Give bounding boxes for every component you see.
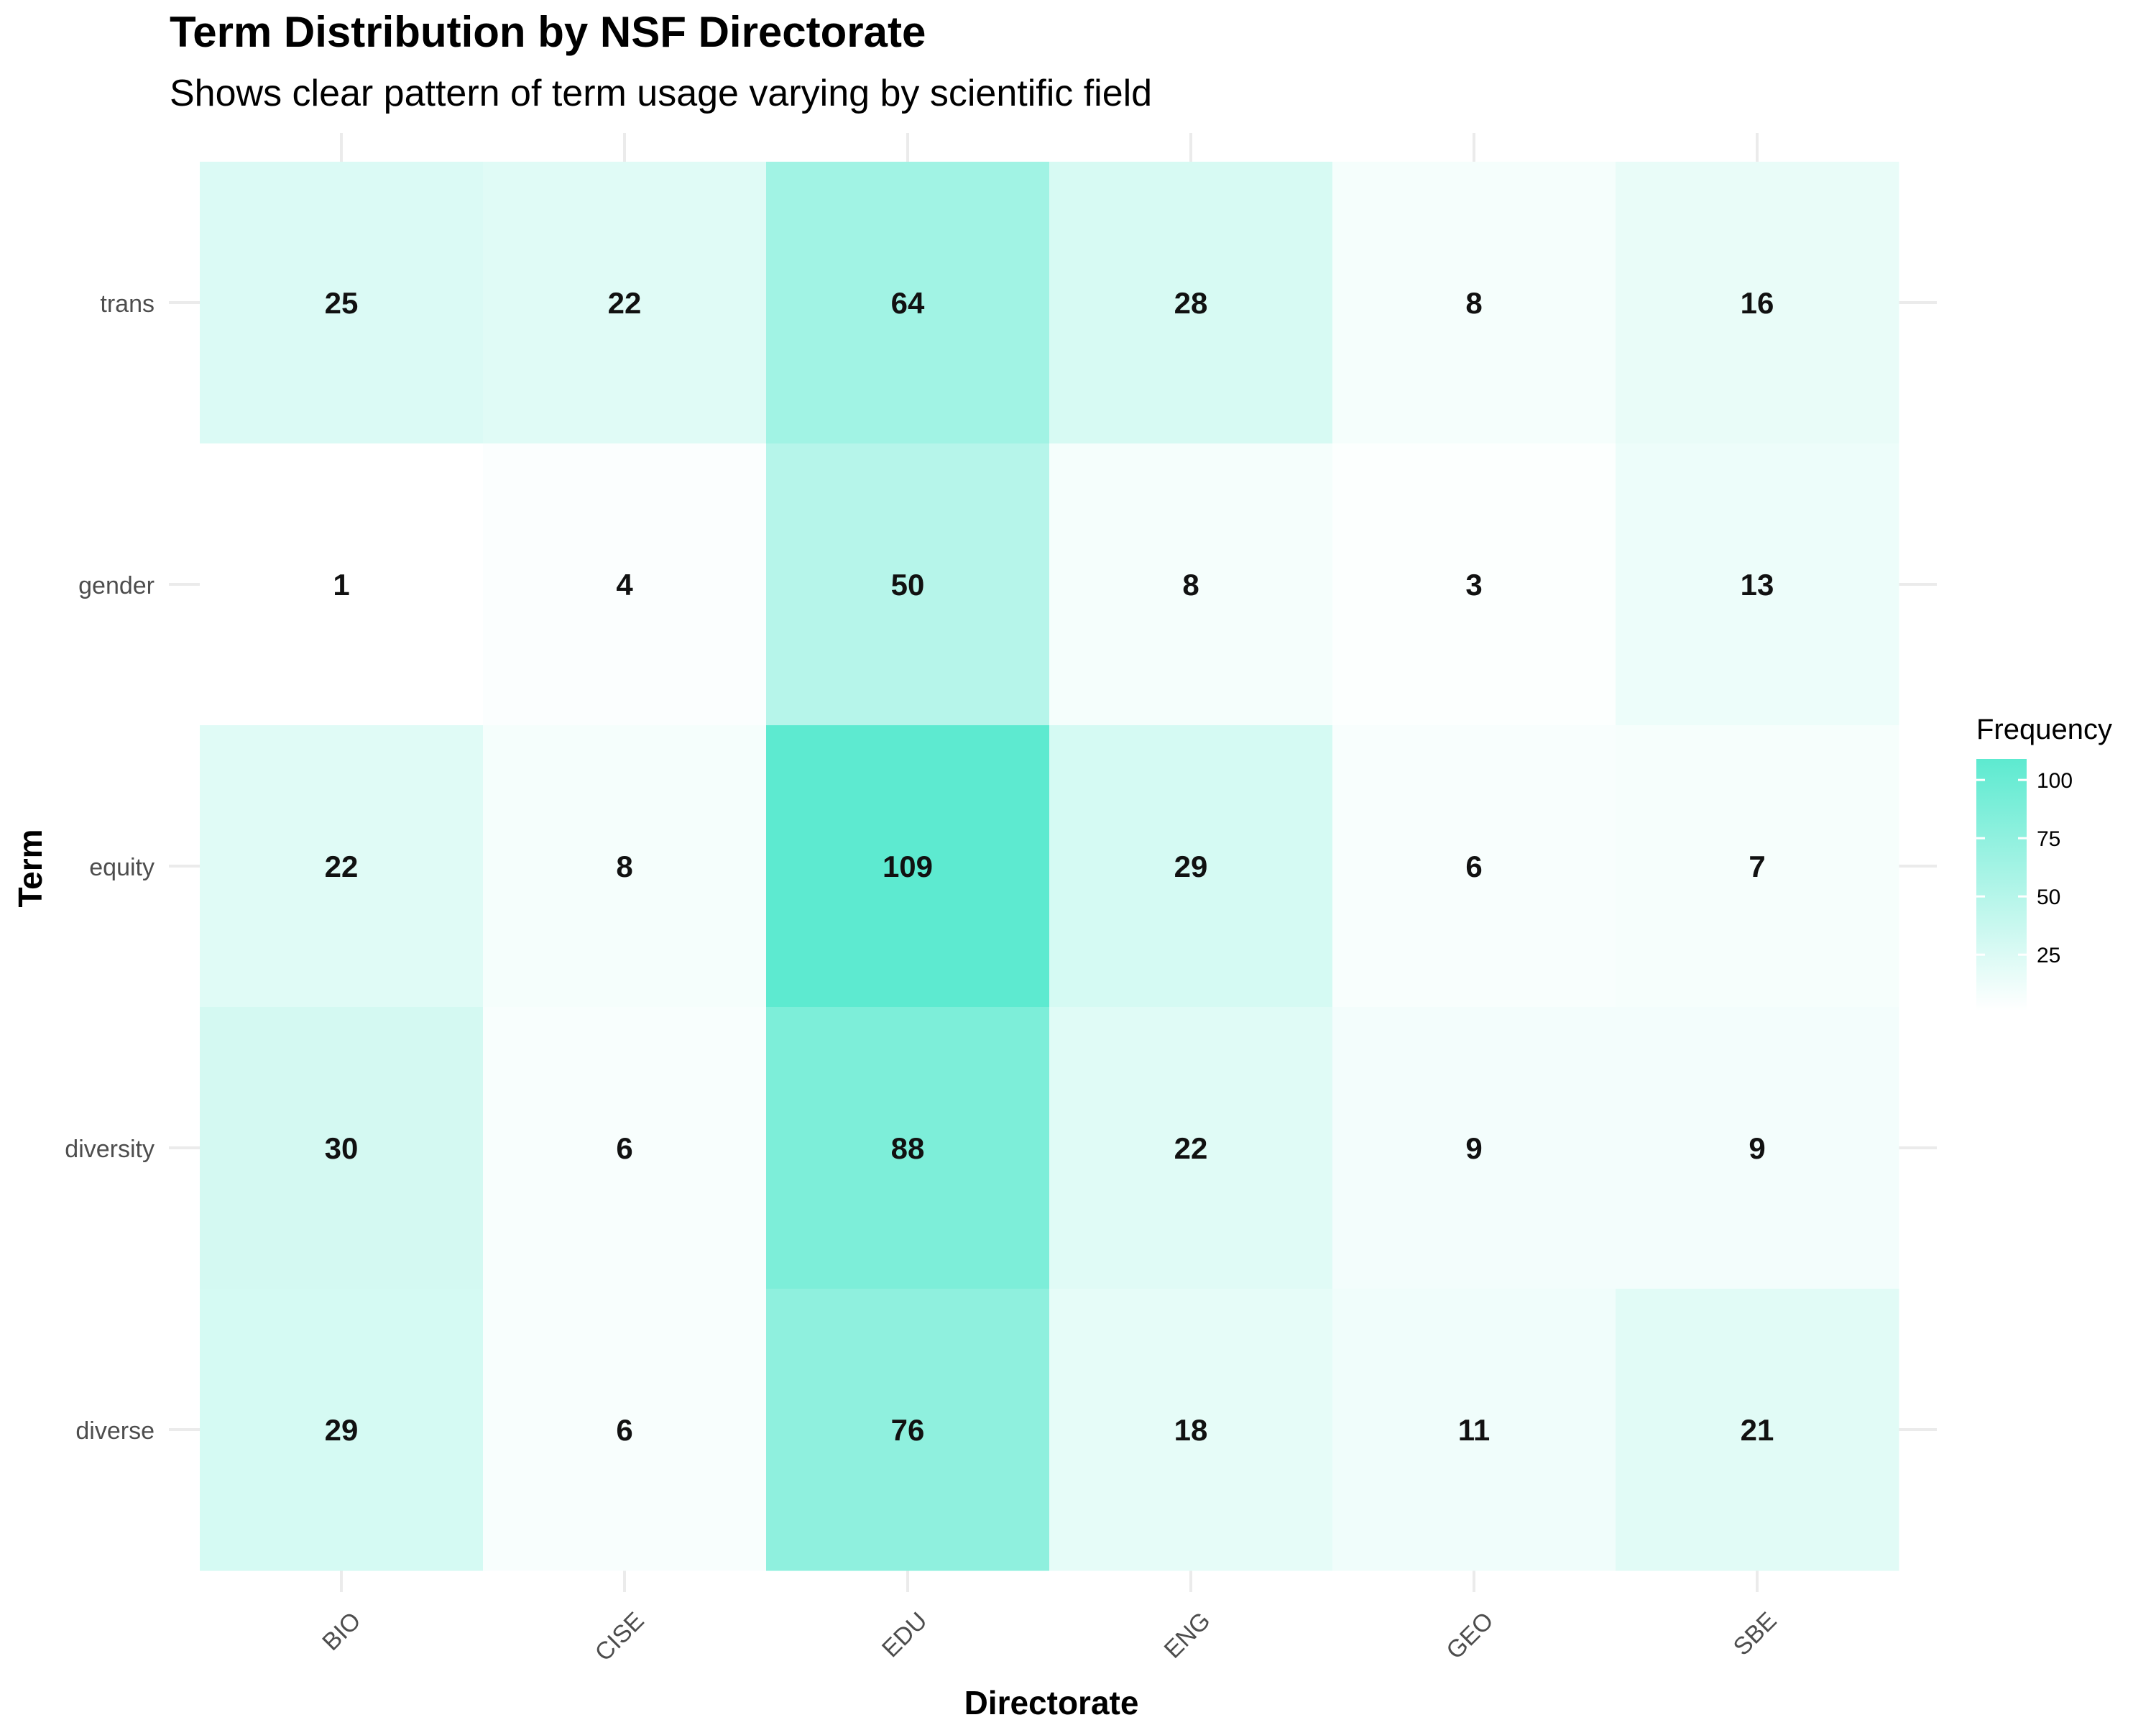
x-axis-title: Directorate [964, 1684, 1139, 1721]
cell-value-label: 22 [325, 850, 359, 883]
heatmap-cell-trans-SBE [1616, 162, 1899, 444]
cell-value-label: 64 [891, 286, 925, 320]
x-tick-label-SBE: SBE [1728, 1607, 1782, 1661]
legend-title: Frequency [1976, 714, 2112, 745]
cell-value-label: 50 [891, 568, 925, 602]
legend-tick-label: 100 [2037, 769, 2073, 793]
heatmap-cell-diverse-BIO [200, 1289, 484, 1571]
cell-value-label: 9 [1465, 1131, 1482, 1165]
heatmap-tiles [200, 162, 1899, 1571]
cell-value-label: 29 [1174, 850, 1208, 883]
heatmap-cell-trans-BIO [200, 162, 484, 444]
heatmap-cell-diversity-EDU [766, 1007, 1050, 1289]
cell-value-label: 3 [1465, 568, 1482, 602]
x-tick-label-BIO: BIO [317, 1607, 366, 1656]
heatmap-cell-gender-EDU [766, 443, 1050, 726]
cell-value-label: 11 [1458, 1413, 1490, 1447]
x-tick-label-EDU: EDU [877, 1607, 933, 1663]
cell-value-label: 8 [616, 850, 632, 883]
y-tick-label-diversity: diversity [65, 1136, 155, 1163]
heatmap-cell-gender-SBE [1616, 443, 1899, 726]
heatmap-cell-equity-SBE [1616, 725, 1899, 1008]
heatmap-cell-trans-ENG [1049, 162, 1333, 444]
y-tick-label-diverse: diverse [75, 1417, 155, 1445]
cell-value-label: 4 [616, 568, 633, 602]
heatmap-cell-diverse-GEO [1332, 1289, 1616, 1571]
heatmap-cell-diverse-ENG [1049, 1289, 1333, 1571]
y-tick-label-gender: gender [78, 572, 155, 599]
cell-value-label: 6 [1465, 850, 1482, 883]
heatmap-cell-trans-CISE [483, 162, 767, 444]
heatmap-cell-gender-BIO [200, 443, 484, 726]
cell-value-label: 8 [1182, 568, 1199, 602]
cell-value-label: 25 [325, 286, 359, 320]
cell-value-label: 29 [325, 1413, 359, 1447]
cell-value-label: 22 [608, 286, 642, 320]
heatmap-cell-diversity-SBE [1616, 1007, 1899, 1289]
heatmap-cell-diversity-CISE [483, 1007, 767, 1289]
legend-ticks: 25 50 75 100 [1976, 769, 2073, 967]
heatmap-cell-trans-GEO [1332, 162, 1616, 444]
y-tick-label-trans: trans [100, 290, 155, 318]
legend-tick-label: 75 [2037, 827, 2060, 851]
legend-tick-label: 25 [2037, 944, 2060, 967]
x-axis-ticks: BIO CISE EDU ENG GEO SBE [317, 1607, 1782, 1667]
heatmap-cell-equity-GEO [1332, 725, 1616, 1008]
chart-subtitle: Shows clear pattern of term usage varyin… [170, 73, 1153, 114]
heatmap-cell-equity-BIO [200, 725, 484, 1008]
cell-value-label: 9 [1749, 1131, 1765, 1165]
heatmap-cell-diverse-EDU [766, 1289, 1050, 1571]
cell-value-label: 88 [891, 1131, 925, 1165]
cell-value-label: 8 [1465, 286, 1482, 320]
y-axis-title: Term [11, 829, 49, 907]
x-tick-label-GEO: GEO [1441, 1607, 1498, 1665]
heatmap-cell-equity-EDU [766, 725, 1050, 1008]
heatmap-cell-diverse-CISE [483, 1289, 767, 1571]
heatmap-cell-diversity-BIO [200, 1007, 484, 1289]
cell-value-label: 22 [1174, 1131, 1208, 1165]
cell-value-labels: 25 22 64 28 8 16 1 4 50 8 3 13 22 8 109 29 6 7 30 6 88 22 9 9 29… [325, 286, 1774, 1447]
heatmap-cell-gender-CISE [483, 443, 767, 726]
cell-value-label: 7 [1749, 850, 1765, 883]
cell-value-label: 13 [1741, 568, 1774, 602]
heatmap-cell-equity-ENG [1049, 725, 1333, 1008]
y-axis-ticks: trans gender equity diversity diverse [65, 290, 155, 1445]
cell-value-label: 76 [891, 1413, 925, 1447]
cell-value-label: 30 [325, 1131, 359, 1165]
cell-value-label: 6 [616, 1413, 632, 1447]
heatmap-cell-diversity-GEO [1332, 1007, 1616, 1289]
heatmap-cell-diverse-SBE [1616, 1289, 1899, 1571]
legend-colorbar [1976, 759, 2027, 1011]
cell-value-label: 18 [1174, 1413, 1208, 1447]
y-tick-label-equity: equity [89, 854, 155, 881]
heatmap-cell-gender-ENG [1049, 443, 1333, 726]
cell-value-label: 21 [1741, 1413, 1774, 1447]
heatmap-cell-gender-GEO [1332, 443, 1616, 726]
cell-value-label: 16 [1741, 286, 1774, 320]
cell-value-label: 28 [1174, 286, 1208, 320]
cell-value-label: 109 [883, 850, 933, 883]
legend-tick-label: 50 [2037, 886, 2060, 909]
heatmap-cell-diversity-ENG [1049, 1007, 1333, 1289]
color-legend: Frequency 25 50 75 100 [1976, 714, 2112, 1011]
heatmap-cell-equity-CISE [483, 725, 767, 1008]
x-tick-label-CISE: CISE [590, 1607, 650, 1667]
chart-title: Term Distribution by NSF Directorate [170, 8, 926, 56]
cell-value-label: 6 [616, 1131, 632, 1165]
x-tick-label-ENG: ENG [1159, 1607, 1216, 1664]
cell-value-label: 1 [333, 568, 349, 602]
heatmap-cell-trans-EDU [766, 162, 1050, 444]
